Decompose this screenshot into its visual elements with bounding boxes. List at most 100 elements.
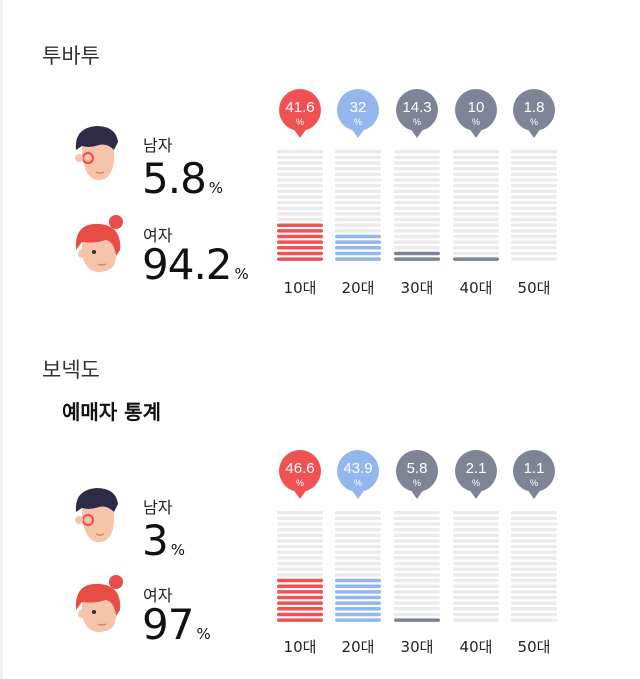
bar-segment-filled <box>335 590 381 594</box>
bar-segment-empty <box>453 229 499 233</box>
bar-column-50대: 1.1% 50대 <box>511 450 557 656</box>
value-bubble <box>396 450 438 492</box>
bar-segment-empty <box>335 544 381 549</box>
bar-segment-empty <box>453 161 499 165</box>
x-tick-label: 40대 <box>460 638 493 656</box>
x-tick-label: 10대 <box>284 279 317 297</box>
bar-segment-empty <box>453 544 499 549</box>
bar-segment-empty <box>394 527 440 532</box>
male-value: 3 <box>142 516 169 565</box>
bar-segment-empty <box>394 595 440 600</box>
bar-segment-empty <box>511 539 557 543</box>
bar-segment-empty <box>511 155 557 160</box>
data-label: 46.6 <box>285 460 314 477</box>
bar-segment-empty <box>335 150 381 154</box>
bar-segment-empty <box>453 573 499 577</box>
bar-segment-filled <box>277 607 323 611</box>
bar-segment-empty <box>511 527 557 532</box>
bar-segment-empty <box>335 206 381 210</box>
data-label: 14.3 <box>402 99 431 116</box>
data-label: 5.8 <box>407 460 428 477</box>
bar-segment-empty <box>394 229 440 233</box>
value-bubble <box>279 89 321 131</box>
bar-segment-empty <box>394 567 440 571</box>
male-value: 5.8 <box>142 154 207 203</box>
bar-segment-empty <box>453 217 499 222</box>
bar-segment-empty <box>394 573 440 577</box>
data-label: 1.8 <box>524 99 545 116</box>
bar-segment-empty <box>453 511 499 515</box>
bar-segment-empty <box>511 195 557 199</box>
bar-segment-empty <box>277 189 323 194</box>
bar-segment-empty <box>394 601 440 605</box>
bar-column-20대: 32% 20대 <box>335 89 381 297</box>
bar-segment-filled <box>277 223 323 227</box>
bar-column-40대: 10% 40대 <box>453 89 499 297</box>
bar-segment-empty <box>511 189 557 194</box>
bar-segment-empty <box>277 533 323 538</box>
bar-segment-empty <box>453 240 499 244</box>
bar-segment-empty <box>511 561 557 566</box>
bar-segment-empty <box>511 251 557 256</box>
bar-segment-empty <box>453 178 499 182</box>
bar-segment-empty <box>277 166 323 171</box>
bar-segment-filled <box>335 601 381 605</box>
bar-column-50대: 1.8% 50대 <box>511 89 557 297</box>
bar-segment-filled <box>335 246 381 250</box>
bar-segment-empty <box>453 522 499 526</box>
bar-segment-empty <box>394 212 440 216</box>
male-label: 남자 <box>143 136 173 155</box>
bar-segment-empty <box>511 178 557 182</box>
data-label-unit: % <box>472 478 480 488</box>
bar-segment-empty <box>335 573 381 577</box>
bar-segment-filled <box>335 612 381 617</box>
female-face-icon <box>75 575 123 632</box>
bar-segment-empty <box>394 223 440 227</box>
bar-segment-empty <box>394 172 440 177</box>
bar-segment-empty <box>511 607 557 611</box>
bar-segment-empty <box>453 172 499 177</box>
bar-segment-empty <box>511 533 557 538</box>
bar-segment-filled <box>277 595 323 600</box>
value-bubble <box>337 450 379 492</box>
bar-segment-empty <box>511 234 557 239</box>
bar-segment-empty <box>511 511 557 515</box>
bar-segment-filled <box>394 257 440 261</box>
bar-segment-empty <box>335 522 381 526</box>
female-label: 여자 <box>143 586 173 605</box>
bar-segment-empty <box>511 573 557 577</box>
value-bubble-tail <box>470 490 482 499</box>
bar-segment-empty <box>335 223 381 227</box>
bar-segment-empty <box>453 223 499 227</box>
x-tick-label: 10대 <box>284 638 317 656</box>
bar-segment-filled <box>335 251 381 256</box>
value-bubble-tail <box>528 490 540 499</box>
bar-segment-empty <box>394 178 440 182</box>
bar-segment-empty <box>453 246 499 250</box>
bar-column-10대: 46.6% 10대 <box>277 450 323 656</box>
bar-segment-filled <box>277 612 323 617</box>
bar-segment-empty <box>335 516 381 521</box>
bar-segment-empty <box>511 584 557 588</box>
bar-segment-empty <box>394 183 440 188</box>
bar-segment-filled <box>335 607 381 611</box>
male-face-icon <box>75 488 118 543</box>
bar-segment-empty <box>277 556 323 560</box>
bar-segment-empty <box>511 150 557 154</box>
bar-segment-empty <box>453 618 499 622</box>
bar-segment-empty <box>335 217 381 222</box>
bar-segment-empty <box>335 172 381 177</box>
bar-segment-filled <box>277 601 323 605</box>
bar-segment-empty <box>277 550 323 555</box>
bar-segment-empty <box>394 578 440 583</box>
bar-segment-empty <box>335 183 381 188</box>
bar-segment-empty <box>453 195 499 199</box>
bar-segment-empty <box>453 556 499 560</box>
bar-segment-empty <box>277 195 323 199</box>
bar-segment-empty <box>277 527 323 532</box>
bar-segment-empty <box>511 595 557 600</box>
female-value: 97 <box>142 600 194 649</box>
data-label: 1.1 <box>524 460 545 477</box>
value-bubble-tail <box>294 129 306 138</box>
bar-segment-filled <box>453 257 499 261</box>
